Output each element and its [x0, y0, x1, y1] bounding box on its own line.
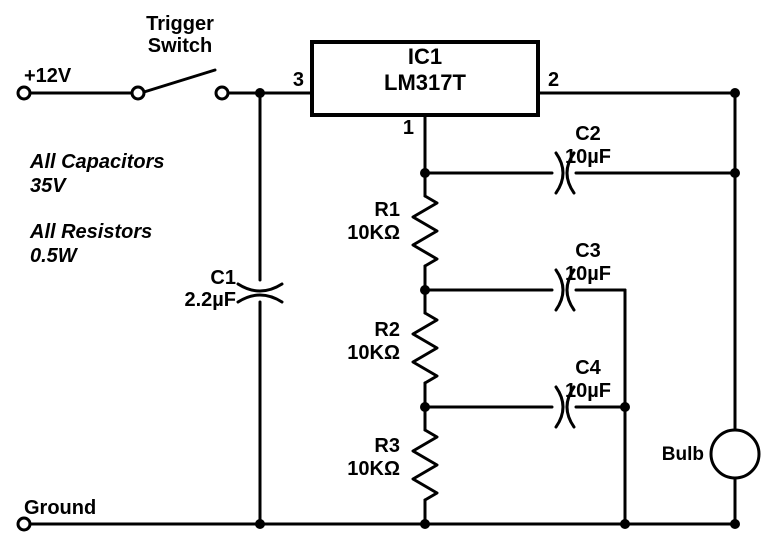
- c2-plate-left: [556, 153, 563, 193]
- notes-res-w: 0.5W: [30, 245, 79, 267]
- switch-left-node: [132, 87, 144, 99]
- r3-val: 10KΩ: [347, 458, 400, 480]
- c3-ref: C3: [575, 240, 601, 262]
- c1-plate-top: [238, 284, 282, 291]
- ground-terminal: [18, 518, 30, 530]
- c4-ref: C4: [575, 357, 601, 379]
- c4-val: 10µF: [565, 380, 611, 402]
- switch-label-2: Switch: [148, 35, 212, 57]
- c4-plate-left: [556, 387, 563, 427]
- r1-val: 10KΩ: [347, 222, 400, 244]
- pin1-label: 1: [403, 117, 414, 139]
- circuit-schematic: +12V Trigger Switch IC1 LM317T 3 2 1 All…: [0, 0, 768, 555]
- bulb-label: Bulb: [662, 444, 704, 465]
- c1-ref: C1: [210, 267, 236, 289]
- notes-cap-v: 35V: [30, 175, 67, 197]
- vplus-terminal: [18, 87, 30, 99]
- pin2-label: 2: [548, 69, 559, 91]
- c2-ref: C2: [575, 123, 601, 145]
- switch-label-1: Trigger: [146, 13, 214, 35]
- r2-val: 10KΩ: [347, 342, 400, 364]
- r3-ref: R3: [374, 435, 400, 457]
- ic-part-label: LM317T: [384, 70, 466, 95]
- c2-val: 10µF: [565, 146, 611, 168]
- r1-ref: R1: [374, 199, 400, 221]
- vplus-label: +12V: [24, 65, 72, 87]
- notes-cap: All Capacitors: [29, 151, 164, 173]
- c3-plate-left: [556, 270, 563, 310]
- ic-ref-label: IC1: [408, 44, 442, 69]
- pin3-label: 3: [293, 69, 304, 91]
- c3-val: 10µF: [565, 263, 611, 285]
- switch-arm: [144, 70, 215, 92]
- r3-symbol: [413, 430, 437, 500]
- notes-res: All Resistors: [29, 221, 152, 243]
- ground-label: Ground: [24, 497, 96, 519]
- r2-ref: R2: [374, 319, 400, 341]
- r1-symbol: [413, 196, 437, 266]
- switch-right-node: [216, 87, 228, 99]
- bulb-symbol: [711, 430, 759, 478]
- r2-symbol: [413, 313, 437, 383]
- c1-val: 2.2µF: [184, 289, 236, 311]
